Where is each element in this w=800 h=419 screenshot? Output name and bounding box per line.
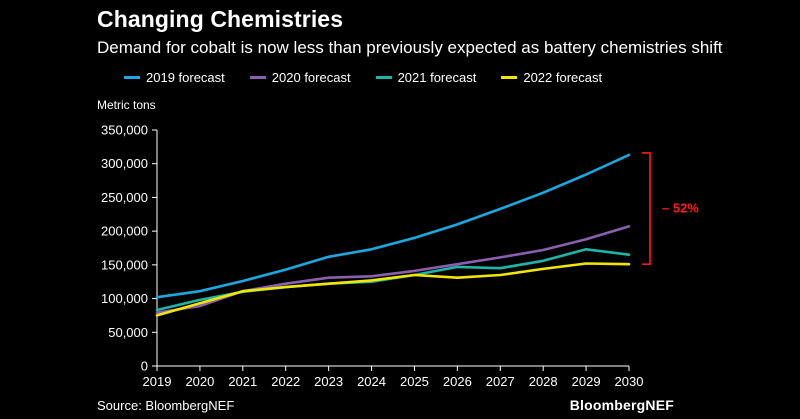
legend-swatch [124, 75, 140, 79]
x-tick-label: 2024 [357, 374, 386, 389]
chart-subtitle: Demand for cobalt is now less than previ… [97, 38, 723, 57]
x-tick-label: 2028 [529, 374, 558, 389]
legend-item-2022-forecast: 2022 forecast [501, 70, 602, 85]
y-tick-label: 350,000 [101, 123, 148, 138]
chart-title: Changing Chemistries [97, 6, 344, 32]
legend-label: 2021 forecast [397, 69, 477, 85]
y-tick-label: 300,000 [101, 156, 148, 171]
y-tick-label: 150,000 [101, 257, 148, 272]
series-line-2021-forecast [155, 248, 631, 312]
legend-label: 2022 forecast [523, 69, 603, 85]
annotation-label: – 52% [662, 201, 699, 216]
legend-swatch [249, 75, 266, 79]
legend-item-2019-forecast: 2019 forecast [124, 70, 225, 85]
x-tick-label: 2027 [486, 374, 515, 389]
x-tick-label: 2021 [228, 374, 257, 389]
x-tick-label: 2030 [615, 374, 644, 389]
x-tick-label: 2025 [400, 374, 429, 389]
legend-item-2021-forecast: 2021 forecast [375, 69, 477, 85]
y-tick-label: 200,000 [101, 224, 148, 239]
source-note: Source: BloombergNEF [97, 398, 235, 413]
x-tick-label: 2023 [314, 374, 343, 389]
legend-label: 2019 forecast [146, 69, 225, 85]
y-tick-label: 0 [141, 359, 148, 374]
annotation-bracket [642, 152, 651, 265]
y-tick-label: 50,000 [108, 325, 148, 340]
x-tick-label: 2029 [572, 374, 601, 389]
brand-logo: BloombergNEF [569, 397, 674, 413]
legend-item-2020-forecast: 2020 forecast [249, 69, 351, 85]
y-axis-label: Metric tons [97, 98, 156, 112]
x-tick-label: 2019 [143, 374, 172, 389]
chart-legend: 2019 forecast 2020 forecast 2021 forecas… [124, 67, 627, 87]
legend-swatch [501, 75, 518, 79]
x-tick-label: 2022 [271, 374, 300, 389]
y-tick-label: 100,000 [101, 291, 148, 306]
x-tick-label: 2026 [443, 374, 472, 389]
x-tick-label: 2020 [185, 374, 214, 389]
legend-swatch [375, 75, 392, 79]
series-line-2020-forecast [155, 225, 631, 315]
y-tick-label: 250,000 [101, 190, 148, 205]
series-line-2019-forecast [155, 153, 631, 299]
series-line-2022-forecast [155, 262, 631, 317]
legend-label: 2020 forecast [271, 69, 351, 85]
